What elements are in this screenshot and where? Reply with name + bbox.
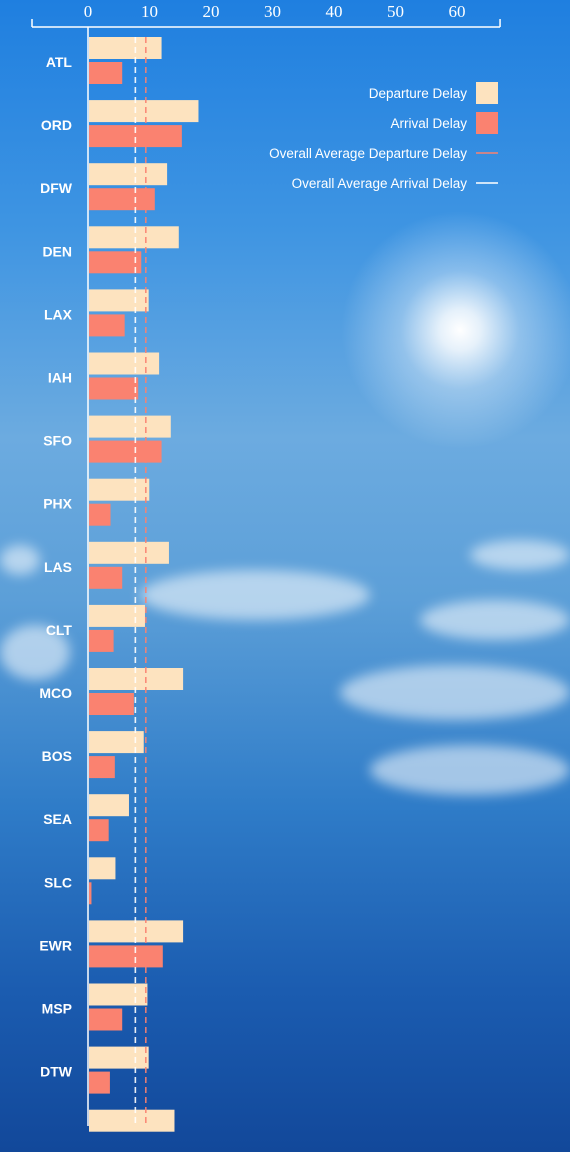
cloud xyxy=(370,745,570,795)
x-tick-label-50: 50 xyxy=(387,2,404,21)
legend-departure-label: Departure Delay xyxy=(369,86,468,101)
departure-bar-SFO xyxy=(89,415,171,438)
arrival-bar-MCO xyxy=(89,693,134,715)
category-label-SLC: SLC xyxy=(44,874,72,890)
arrival-bar-DEN xyxy=(89,251,142,274)
arrival-bar-EWR xyxy=(89,945,163,968)
departure-bar-DFW xyxy=(89,163,168,186)
legend-avg-departure-label: Overall Average Departure Delay xyxy=(269,146,467,161)
departure-bar-PHX xyxy=(89,478,150,501)
departure-bar-BOS xyxy=(89,731,144,754)
departure-bar-ATL xyxy=(89,37,162,59)
x-tick-label-60: 60 xyxy=(449,2,466,21)
legend-arrival-swatch xyxy=(476,112,498,134)
arrival-bar-IAH xyxy=(89,377,139,400)
arrival-bar-DTW xyxy=(89,1071,110,1094)
category-label-MCO: MCO xyxy=(39,685,72,701)
category-label-EWR: EWR xyxy=(39,937,72,953)
category-label-LAS: LAS xyxy=(44,559,72,575)
category-label-DTW: DTW xyxy=(40,1064,73,1080)
x-tick-label-0: 0 xyxy=(84,2,93,21)
legend-departure-swatch xyxy=(476,82,498,104)
cloud xyxy=(140,570,370,620)
departure-bar-SEA xyxy=(89,794,129,817)
departure-bar-LAS xyxy=(89,541,169,564)
arrival-bar-LAX xyxy=(89,314,125,337)
cloud xyxy=(340,665,570,720)
legend-avg-arrival-label: Overall Average Arrival Delay xyxy=(292,176,468,191)
category-label-CLT: CLT xyxy=(46,622,73,638)
arrival-bar-ATL xyxy=(89,62,123,84)
departure-bar-ORD xyxy=(89,100,199,123)
category-label-IAH: IAH xyxy=(48,370,72,386)
departure-bar-row17 xyxy=(89,1109,175,1132)
cloud xyxy=(0,545,40,575)
category-label-SEA: SEA xyxy=(43,811,72,827)
arrival-bar-DFW xyxy=(89,188,155,211)
category-label-DEN: DEN xyxy=(42,243,72,259)
arrival-bar-SEA xyxy=(89,819,109,842)
cloud xyxy=(470,540,570,570)
category-label-ATL: ATL xyxy=(46,54,73,70)
arrival-bar-MSP xyxy=(89,1008,123,1031)
category-label-DFW: DFW xyxy=(40,180,73,196)
category-label-SFO: SFO xyxy=(43,433,72,449)
category-label-ORD: ORD xyxy=(41,117,72,133)
legend-arrival-label: Arrival Delay xyxy=(390,116,467,131)
departure-bar-MSP xyxy=(89,983,148,1006)
x-tick-label-40: 40 xyxy=(326,2,343,21)
arrival-bar-SLC xyxy=(89,882,92,905)
arrival-bar-LAS xyxy=(89,566,123,589)
category-label-BOS: BOS xyxy=(42,748,72,764)
departure-bar-DTW xyxy=(89,1046,149,1069)
category-label-LAX: LAX xyxy=(44,306,73,322)
departure-bar-CLT xyxy=(89,604,145,627)
sun-glow xyxy=(340,210,570,450)
x-tick-label-20: 20 xyxy=(203,2,220,21)
category-label-MSP: MSP xyxy=(42,1001,72,1017)
arrival-bar-BOS xyxy=(89,756,115,779)
arrival-bar-SFO xyxy=(89,440,162,463)
x-tick-label-30: 30 xyxy=(264,2,281,21)
departure-bar-IAH xyxy=(89,352,160,375)
departure-bar-DEN xyxy=(89,226,179,249)
x-tick-label-10: 10 xyxy=(141,2,158,21)
category-label-PHX: PHX xyxy=(43,496,72,512)
arrival-bar-ORD xyxy=(89,125,182,148)
departure-bar-SLC xyxy=(89,857,116,880)
arrival-bar-PHX xyxy=(89,503,111,526)
arrival-bar-CLT xyxy=(89,629,114,652)
departure-bar-LAX xyxy=(89,289,149,312)
cloud xyxy=(0,625,70,680)
cloud xyxy=(420,600,570,640)
